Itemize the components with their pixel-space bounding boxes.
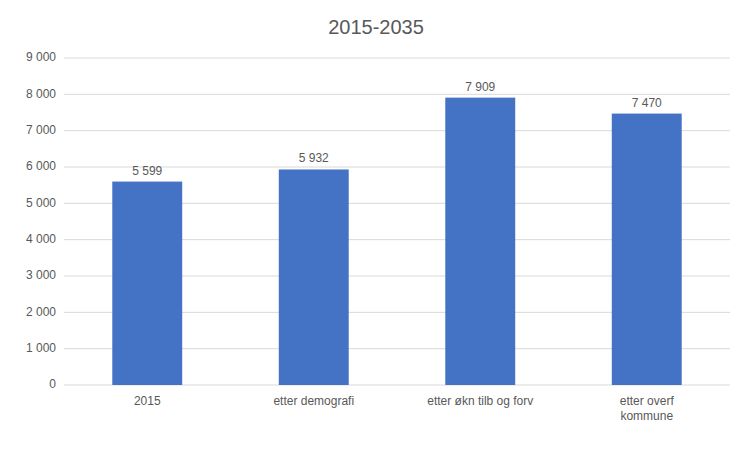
y-tick-label: 2 000 bbox=[26, 305, 56, 319]
x-tick-label-line: etter overf bbox=[620, 394, 675, 408]
x-tick-label: etter økn tilb og forv bbox=[427, 394, 533, 408]
x-tick-label: etter demografi bbox=[273, 394, 354, 408]
data-label: 5 599 bbox=[132, 164, 162, 178]
data-label: 7 909 bbox=[465, 80, 495, 94]
y-tick-label: 8 000 bbox=[26, 87, 56, 101]
y-tick-label: 6 000 bbox=[26, 159, 56, 173]
y-axis: 0 1 000 2 000 3 000 4 000 5 000 6 000 7 000 8 00… bbox=[26, 50, 730, 391]
y-tick-label: 0 bbox=[49, 377, 56, 391]
y-tick-label: 4 000 bbox=[26, 232, 56, 246]
x-tick-label-line: etter demografi bbox=[273, 394, 354, 408]
x-tick-label-line: etter økn tilb og forv bbox=[427, 394, 533, 408]
x-tick-label: 2015 bbox=[134, 394, 161, 408]
chart: 2015-2035 0 1 000 2 000 3 000 4 000 5 000 6 000… bbox=[0, 0, 752, 451]
x-tick-label-line: 2015 bbox=[134, 394, 161, 408]
y-tick-label: 3 000 bbox=[26, 268, 56, 282]
grid-line bbox=[64, 58, 730, 59]
data-label: 7 470 bbox=[632, 96, 662, 110]
data-labels: 5 599 5 932 7 909 7 470 bbox=[132, 80, 662, 178]
x-axis: 2015 etter demografi etter økn tilb og for… bbox=[134, 394, 675, 423]
bar bbox=[279, 169, 349, 385]
title: 2015-2035 bbox=[328, 16, 424, 38]
y-tick-label: 7 000 bbox=[26, 123, 56, 137]
bar bbox=[445, 98, 515, 385]
grid-line bbox=[64, 94, 730, 95]
data-label: 5 932 bbox=[299, 151, 329, 165]
y-tick-label: 1 000 bbox=[26, 341, 56, 355]
y-tick-label: 9 000 bbox=[26, 50, 56, 64]
x-tick-label-line: kommune bbox=[620, 409, 673, 423]
bar bbox=[612, 114, 682, 385]
y-tick-label: 5 000 bbox=[26, 196, 56, 210]
chart-container: 2015-2035 0 1 000 2 000 3 000 4 000 5 000 6 000… bbox=[0, 0, 752, 451]
bar bbox=[112, 182, 182, 385]
bars bbox=[112, 98, 681, 385]
x-tick-label: etter overfkommune bbox=[620, 394, 675, 423]
